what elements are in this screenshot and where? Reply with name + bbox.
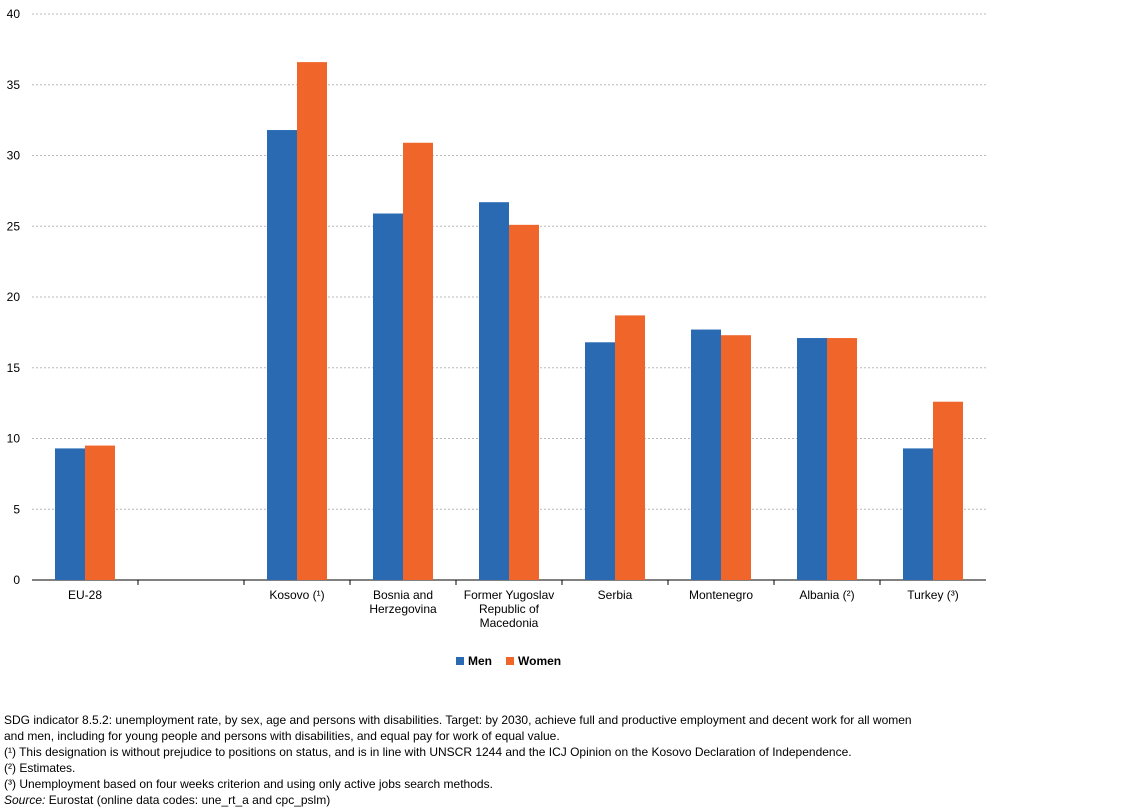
y-tick-label: 0: [13, 573, 20, 587]
note-line-4: (²) Estimates.: [4, 761, 76, 775]
bar-men: [585, 342, 615, 580]
legend-swatch-women: [506, 657, 514, 665]
x-category-label: Albania (²): [799, 588, 854, 602]
bar-women: [933, 401, 963, 580]
x-category-label: Montenegro: [689, 588, 753, 602]
bar-chart: 0 5 10 15 20 25 30 35 40 EU-28 Kosovo (¹) Bosnia an…: [7, 7, 986, 630]
bar-men: [479, 202, 509, 580]
bar-men: [903, 448, 933, 580]
source-text: Eurostat (online data codes: une_rt_a an…: [45, 793, 331, 807]
x-category-label: Turkey (³): [907, 588, 959, 602]
bar-women: [297, 62, 327, 581]
legend: Men Women: [456, 654, 561, 668]
bar-men: [691, 329, 721, 580]
bar-women: [85, 445, 115, 580]
chart-notes: SDG indicator 8.5.2: unemployment rate, …: [4, 712, 964, 808]
y-tick-label: 10: [7, 432, 21, 446]
source-label: Source:: [4, 793, 46, 807]
legend-label-women: Women: [518, 654, 562, 668]
bar-men: [55, 448, 85, 580]
bar-men: [797, 338, 827, 580]
legend-label-men: Men: [468, 654, 492, 668]
source-line: Source: Eurostat (online data codes: une…: [4, 792, 964, 808]
x-category-label: Former Yugoslav Republic of Macedonia: [464, 588, 555, 630]
y-tick-label: 5: [13, 502, 20, 516]
legend-swatch-men: [456, 657, 464, 665]
bar-women: [403, 142, 433, 580]
y-tick-label: 25: [7, 219, 21, 233]
note-line-1: SDG indicator 8.5.2: unemployment rate, …: [4, 713, 912, 727]
y-tick-label: 30: [7, 149, 21, 163]
bar-men: [267, 130, 297, 580]
bar-women: [721, 335, 751, 580]
y-tick-label: 40: [7, 7, 21, 21]
x-category-label: Serbia: [598, 588, 633, 602]
legend-item-men: Men: [456, 654, 492, 668]
y-tick-label: 35: [7, 78, 21, 92]
note-line-2: and men, including for young people and …: [4, 729, 560, 743]
bar-men: [373, 213, 403, 580]
note-line-5: (³) Unemployment based on four weeks cri…: [4, 777, 493, 791]
x-category-label: Kosovo (¹): [269, 588, 324, 602]
note-line-3: (¹) This designation is without prejudic…: [4, 745, 852, 759]
y-tick-label: 15: [7, 361, 21, 375]
bar-women: [615, 315, 645, 580]
y-tick-label: 20: [7, 290, 21, 304]
bar-women: [509, 224, 539, 580]
x-category-label: EU-28: [68, 588, 102, 602]
legend-item-women: Women: [506, 654, 561, 668]
bar-women: [827, 338, 857, 580]
x-category-label: Bosnia and Herzegovina: [369, 588, 437, 616]
